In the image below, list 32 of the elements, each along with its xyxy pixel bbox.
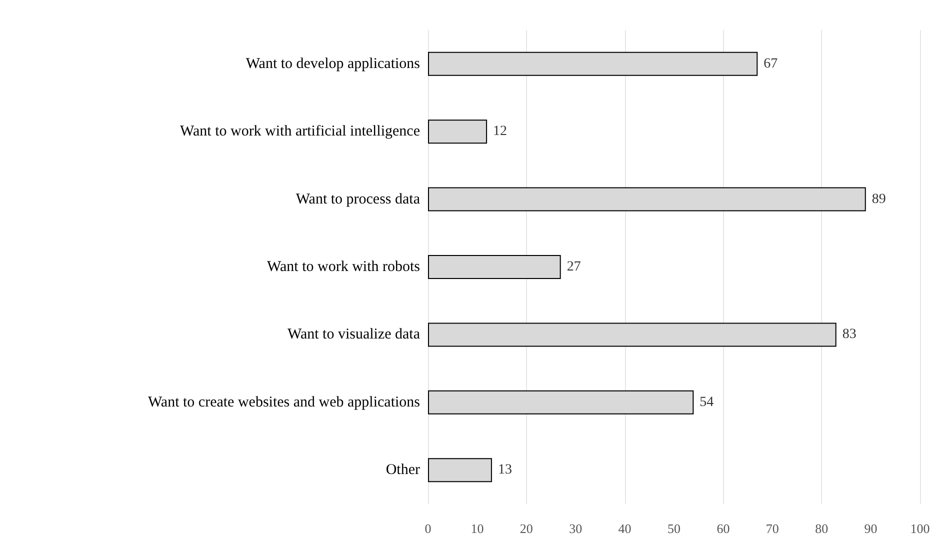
y-tick-label: Want to work with artificial intelligence [180, 124, 420, 140]
y-tick-label: Want to develop applications [246, 56, 420, 72]
data-label: 13 [498, 462, 512, 478]
x-tick-label: 0 [424, 521, 432, 536]
x-tick-label: 50 [668, 521, 680, 536]
x-tick-label: 40 [618, 521, 632, 536]
x-tick-label: 100 [910, 521, 930, 536]
x-tick-label: 10 [470, 521, 484, 536]
y-tick-label: Want to create websites and web applications [148, 394, 420, 410]
data-label: 83 [842, 327, 856, 342]
x-tick-label: 60 [716, 521, 730, 536]
y-tick-label: Want to work with robots [267, 259, 420, 275]
x-tick-label: 20 [520, 521, 533, 536]
y-tick-label: Want to visualize data [288, 326, 420, 343]
data-label: 89 [872, 192, 886, 207]
bar [428, 255, 561, 279]
data-label: 67 [764, 56, 778, 72]
bar [428, 390, 694, 414]
y-tick-label: Other [386, 462, 420, 478]
x-tick-label: 30 [569, 521, 582, 536]
bar [428, 120, 488, 144]
y-tick-label: Want to process data [296, 191, 420, 208]
bar [428, 458, 492, 482]
bar [428, 52, 758, 76]
data-label: 12 [493, 124, 508, 140]
x-tick-label: 70 [766, 521, 779, 536]
data-label: 27 [566, 260, 581, 274]
x-tick-label: 80 [815, 521, 828, 536]
x-tick-label: 90 [864, 521, 878, 536]
bar [428, 322, 836, 347]
data-label: 54 [700, 394, 714, 410]
bar [428, 187, 866, 212]
